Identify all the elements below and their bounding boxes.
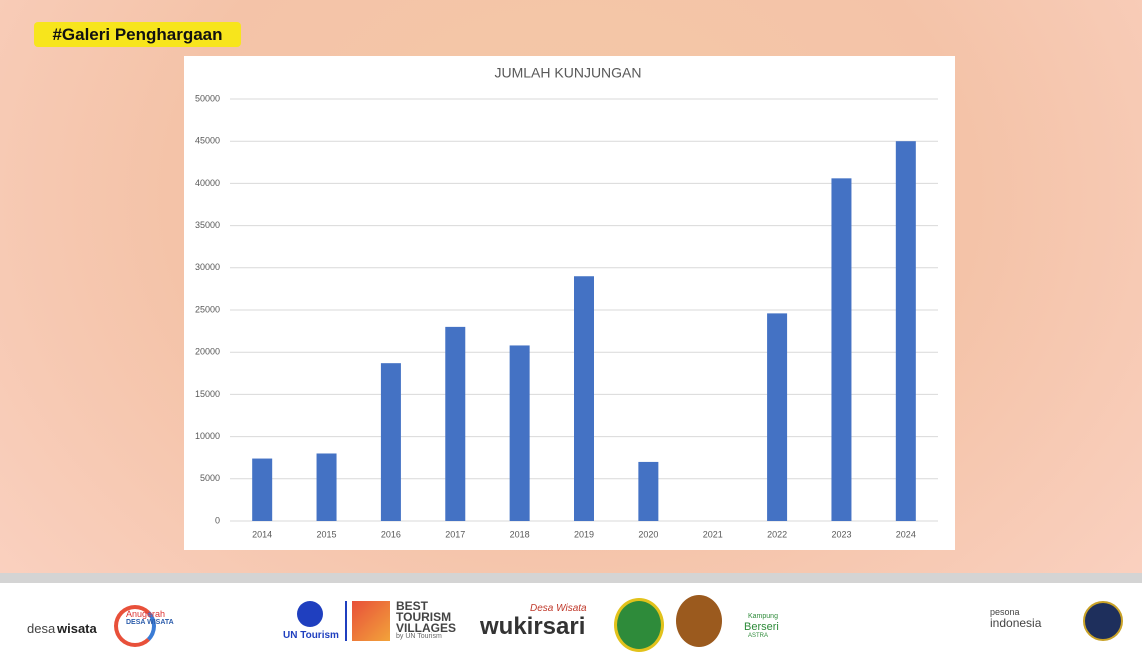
bar <box>831 178 852 521</box>
y-tick-label: 0 <box>215 515 220 525</box>
x-tick-label: 2016 <box>381 529 401 539</box>
bar <box>316 453 337 521</box>
logo-text: VILLAGES <box>396 621 457 635</box>
bar <box>445 326 466 521</box>
bar <box>380 363 401 521</box>
chart: JUMLAH KUNJUNGAN 0 5000 10000 15000 20000 250… <box>195 65 938 539</box>
divider-strip <box>0 573 1142 583</box>
logo-text: pesona <box>990 607 1020 617</box>
y-tick-label: 50000 <box>195 93 220 103</box>
y-tick-label: 10000 <box>195 431 220 441</box>
bar <box>638 461 659 521</box>
logo-text: Berseri <box>744 621 779 633</box>
logo-ring <box>114 605 156 647</box>
x-tick-label: 2024 <box>896 529 916 539</box>
x-tick-label: 2021 <box>703 529 723 539</box>
y-tick-label: 30000 <box>195 262 220 272</box>
bar <box>574 276 594 521</box>
x-tick-label: 2018 <box>510 529 530 539</box>
logo-emblem <box>1083 601 1123 641</box>
bar <box>252 458 273 521</box>
bar <box>509 345 530 521</box>
logo-text: by UN Tourism <box>396 633 442 640</box>
x-tick-label: 2014 <box>252 529 272 539</box>
y-tick-label: 20000 <box>195 347 220 357</box>
footer: desa wisata Anugerah DESA WISATA UN Tour… <box>0 583 1142 655</box>
section-tag: #Galeri Penghargaan <box>34 22 241 47</box>
logo-text: UN Tourism <box>283 630 339 641</box>
logo-text: wukirsari <box>480 613 586 640</box>
logo-text: Kampung <box>748 613 778 620</box>
x-tick-label: 2022 <box>767 529 787 539</box>
y-tick-label: 25000 <box>195 304 220 314</box>
x-tick-label: 2017 <box>445 529 465 539</box>
y-tick-label: 5000 <box>200 473 220 483</box>
logo-divider <box>345 601 347 641</box>
logo-text: Desa Wisata <box>530 603 587 614</box>
bar <box>895 141 916 521</box>
x-tick-label: 2023 <box>831 529 851 539</box>
logo-globe <box>297 601 323 627</box>
y-tick-label: 45000 <box>195 136 220 146</box>
x-tick-label: 2015 <box>317 529 337 539</box>
logo-text: BEST <box>396 599 429 613</box>
logo-text: desa <box>27 621 56 636</box>
chart-title: JUMLAH KUNJUNGAN <box>494 65 641 81</box>
logo-text: TOURISM <box>396 610 452 624</box>
logo-text: indonesia <box>990 616 1042 630</box>
y-tick-label: 15000 <box>195 389 220 399</box>
y-tick-label: 35000 <box>195 220 220 230</box>
y-tick-label: 40000 <box>195 178 220 188</box>
logo-text: DESA WISATA <box>126 619 174 626</box>
logo-text: Anugerah <box>126 609 166 619</box>
x-tick-label: 2019 <box>574 529 594 539</box>
logo-mark <box>352 601 390 641</box>
logo-emblem <box>614 598 664 652</box>
chart-box: JUMLAH KUNJUNGAN 0 5000 10000 15000 20000 250… <box>184 56 955 550</box>
bar <box>767 313 788 521</box>
logo-text: ASTRA <box>748 633 769 639</box>
logo-text: wisata <box>57 621 97 636</box>
x-tick-label: 2020 <box>638 529 658 539</box>
logo-emblem <box>676 595 722 647</box>
